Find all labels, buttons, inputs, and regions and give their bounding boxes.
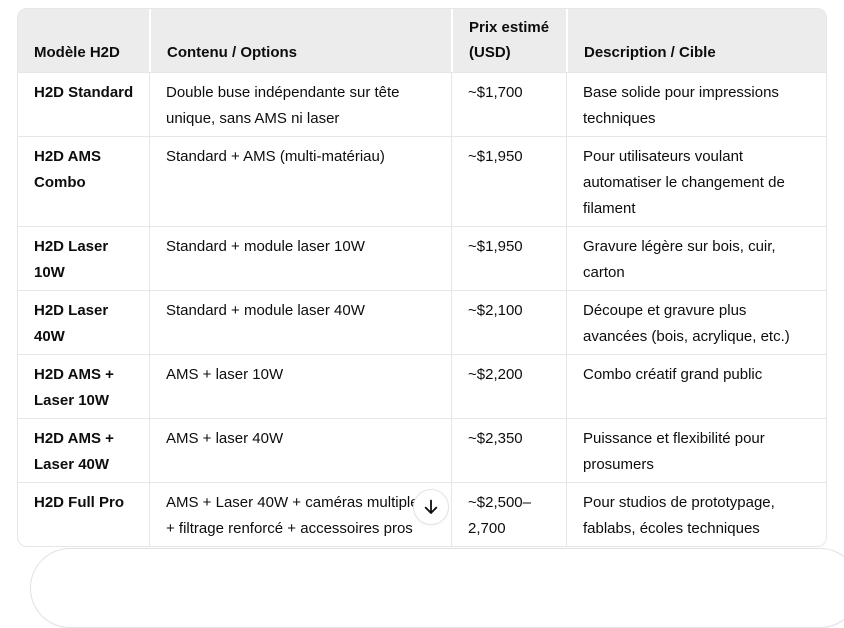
model-cell: H2D AMS + Laser 40W bbox=[18, 418, 149, 482]
price-cell: ~$1,950 bbox=[451, 136, 566, 226]
price-cell: ~$2,200 bbox=[451, 354, 566, 418]
price-cell: ~$2,500–​2,700 bbox=[451, 482, 566, 546]
content-cell: Standard + module laser 10W bbox=[149, 226, 451, 290]
table-row: H2D AMS + Laser 40W AMS + laser 40W ~$2,35… bbox=[18, 418, 826, 482]
description-cell: Combo créatif grand public bbox=[566, 354, 826, 418]
model-cell: H2D Full Pro bbox=[18, 482, 149, 546]
content-cell: Double buse indépendante sur tête unique… bbox=[149, 72, 451, 136]
description-cell: Gravure légère sur bois, cuir, carton bbox=[566, 226, 826, 290]
content-cell: Standard + module laser 40W bbox=[149, 290, 451, 354]
table-row: H2D Laser 10W Standard + module laser 10W… bbox=[18, 226, 826, 290]
arrow-down-icon bbox=[424, 499, 438, 514]
description-cell: Base solide pour impressions techniques bbox=[566, 72, 826, 136]
price-cell: ~$2,100 bbox=[451, 290, 566, 354]
table-header: Modèle H2D Contenu / Options Prix estimé… bbox=[18, 9, 826, 72]
content-cell: AMS + laser 40W bbox=[149, 418, 451, 482]
table-header-row: Modèle H2D Contenu / Options Prix estimé… bbox=[18, 9, 826, 72]
content-cell: AMS + Laser 40W + caméras multiples + fi… bbox=[149, 482, 451, 546]
column-header-contenu: Contenu / Options bbox=[149, 9, 451, 72]
table-row: H2D AMS + Laser 10W AMS + laser 10W ~$2,20… bbox=[18, 354, 826, 418]
content-cell: Standard + AMS (multi-matériau) bbox=[149, 136, 451, 226]
description-cell: Pour studios de prototypage, fablabs, éc… bbox=[566, 482, 826, 546]
column-header-prix: Prix estimé (USD) bbox=[451, 9, 566, 72]
content-cell: AMS + laser 10W bbox=[149, 354, 451, 418]
column-header-modele: Modèle H2D bbox=[18, 9, 149, 72]
model-cell: H2D AMS Combo bbox=[18, 136, 149, 226]
column-header-description: Description / Cible bbox=[566, 9, 826, 72]
table-row: H2D Full Pro AMS + Laser 40W + caméras mu… bbox=[18, 482, 826, 546]
table-row: H2D Standard Double buse indépendante sur… bbox=[18, 72, 826, 136]
table-row: H2D AMS Combo Standard + AMS (multi-matér… bbox=[18, 136, 826, 226]
price-cell: ~$1,700 bbox=[451, 72, 566, 136]
table-body: H2D Standard Double buse indépendante sur… bbox=[18, 72, 826, 546]
models-table-container: Modèle H2D Contenu / Options Prix estimé… bbox=[17, 8, 827, 547]
model-cell: H2D Standard bbox=[18, 72, 149, 136]
price-cell: ~$2,350 bbox=[451, 418, 566, 482]
description-cell: Découpe et gravure plus avancées (bois, … bbox=[566, 290, 826, 354]
model-cell: H2D AMS + Laser 10W bbox=[18, 354, 149, 418]
price-cell: ~$1,950 bbox=[451, 226, 566, 290]
model-cell: H2D Laser 40W bbox=[18, 290, 149, 354]
table-row: H2D Laser 40W Standard + module laser 40W… bbox=[18, 290, 826, 354]
chat-input-box[interactable] bbox=[30, 548, 844, 628]
description-cell: Puissance et flexibilité pour prosumers bbox=[566, 418, 826, 482]
description-cell: Pour utilisateurs voulant automatiser le… bbox=[566, 136, 826, 226]
h2d-models-table: Modèle H2D Contenu / Options Prix estimé… bbox=[18, 9, 826, 546]
scroll-to-bottom-button[interactable] bbox=[413, 489, 449, 525]
model-cell: H2D Laser 10W bbox=[18, 226, 149, 290]
